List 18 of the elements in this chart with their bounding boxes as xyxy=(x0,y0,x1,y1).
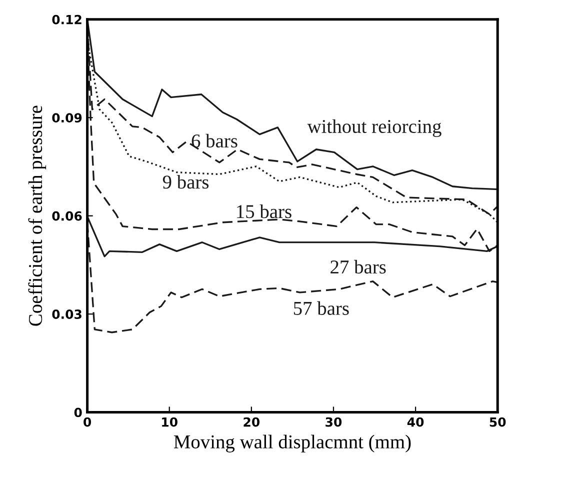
x-tick-label: 10 xyxy=(162,417,178,427)
y-tick-label: 0 xyxy=(74,408,82,418)
series-label: 57 bars xyxy=(294,301,349,315)
x-axis-title: Moving wall displacmnt (mm) xyxy=(174,434,411,452)
x-tick-label: 30 xyxy=(326,417,342,427)
series-label: 15 bars xyxy=(237,204,292,218)
x-tick-label: 50 xyxy=(490,417,506,427)
y-tick-label: 0.09 xyxy=(52,113,82,123)
series-label: 27 bars xyxy=(330,260,386,274)
y-tick-label: 0.03 xyxy=(52,310,82,319)
series-label: without reiorcing xyxy=(307,119,442,138)
y-tick-label: 0.12 xyxy=(52,14,82,24)
series-label: 9 bars xyxy=(162,174,209,189)
x-tick-label: 0 xyxy=(84,417,92,427)
y-axis-title: Coefficient of earth pressure xyxy=(28,106,46,326)
x-tick-label: 20 xyxy=(244,417,260,427)
y-tick-label: 0.06 xyxy=(52,211,82,221)
x-tick-label: 40 xyxy=(407,417,424,427)
